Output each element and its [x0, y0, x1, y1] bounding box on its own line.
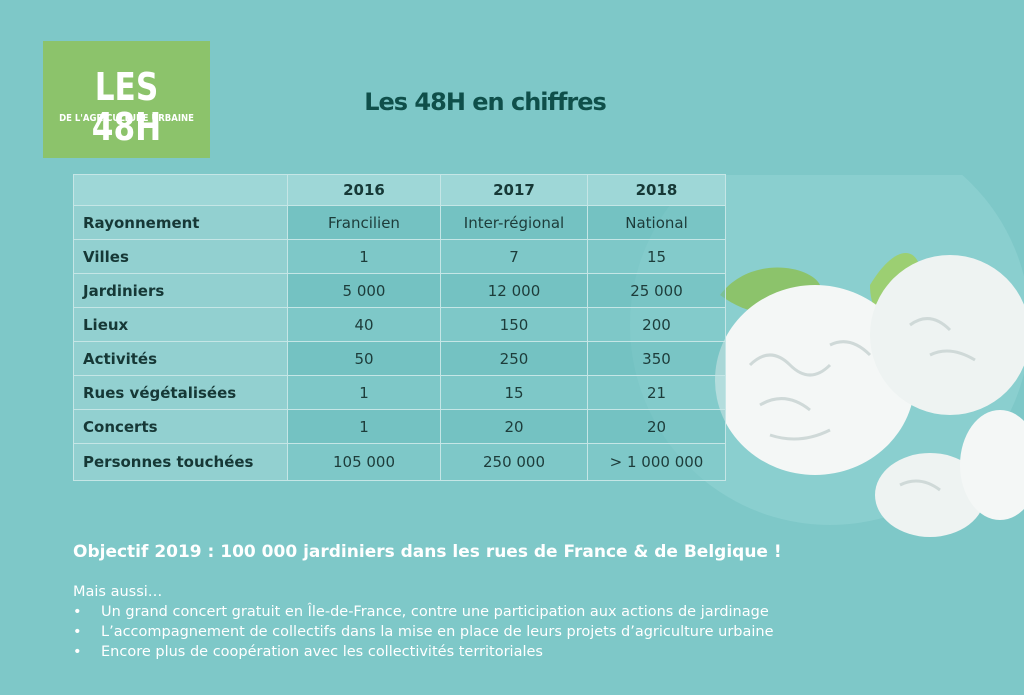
table-cell: 250	[440, 341, 588, 376]
logo: LES 48H DE L'AGRICULTURE URBAINE	[43, 41, 210, 158]
table-cell: 25 000	[587, 273, 726, 308]
row-label: Lieux	[73, 307, 288, 342]
table-cell: 350	[587, 341, 726, 376]
list-item-text: Un grand concert gratuit en Île-de-Franc…	[101, 604, 769, 620]
row-label: Personnes touchées	[73, 443, 288, 481]
bullet-list: • Un grand concert gratuit en Île-de-Fra…	[73, 602, 774, 662]
table-cell: 20	[587, 409, 726, 444]
table-row: Lieux 40 150 200	[73, 307, 726, 342]
table-cell: 20	[440, 409, 588, 444]
table-header-row: 2016 2017 2018	[73, 174, 726, 206]
table-row: Activités 50 250 350	[73, 341, 726, 376]
table-cell: Inter-régional	[440, 205, 588, 240]
table-row: Jardiniers 5 000 12 000 25 000	[73, 273, 726, 308]
list-item: • Un grand concert gratuit en Île-de-Fra…	[73, 602, 774, 622]
list-item-text: L’accompagnement de collectifs dans la m…	[101, 624, 774, 640]
table-cell: Francilien	[287, 205, 441, 240]
table-row: Rayonnement Francilien Inter-régional Na…	[73, 205, 726, 240]
row-label: Villes	[73, 239, 288, 274]
table-row: Villes 1 7 15	[73, 239, 726, 274]
table-cell: 1	[287, 375, 441, 410]
table-cell: 250 000	[440, 443, 588, 481]
table-header-cell	[73, 174, 288, 206]
table-cell: 7	[440, 239, 588, 274]
table-header-cell: 2018	[587, 174, 726, 206]
table-cell: 200	[587, 307, 726, 342]
cauliflower-illustration	[630, 175, 1024, 537]
bullet-icon: •	[73, 604, 82, 620]
table-cell: 40	[287, 307, 441, 342]
row-label: Jardiniers	[73, 273, 288, 308]
row-label: Rayonnement	[73, 205, 288, 240]
also-intro: Mais aussi…	[73, 584, 163, 600]
table-cell: > 1 000 000	[587, 443, 726, 481]
table-cell: 105 000	[287, 443, 441, 481]
logo-sub-text: DE L'AGRICULTURE URBAINE	[59, 113, 194, 124]
table-row: Rues végétalisées 1 15 21	[73, 375, 726, 410]
objective-text: Objectif 2019 : 100 000 jardiniers dans …	[73, 542, 782, 562]
table-header-cell: 2016	[287, 174, 441, 206]
table-cell: 15	[587, 239, 726, 274]
table-cell: 5 000	[287, 273, 441, 308]
bullet-icon: •	[73, 624, 82, 640]
table-cell: 150	[440, 307, 588, 342]
list-item: • L’accompagnement de collectifs dans la…	[73, 622, 774, 642]
table-cell: 1	[287, 409, 441, 444]
table-cell: 21	[587, 375, 726, 410]
table-cell: 50	[287, 341, 441, 376]
list-item: • Encore plus de coopération avec les co…	[73, 642, 774, 662]
logo-main-text: LES 48H	[91, 65, 162, 149]
row-label: Activités	[73, 341, 288, 376]
table-row: Personnes touchées 105 000 250 000 > 1 0…	[73, 443, 726, 481]
table-cell: 1	[287, 239, 441, 274]
table-cell: 15	[440, 375, 588, 410]
stats-table: 2016 2017 2018 Rayonnement Francilien In…	[73, 174, 726, 481]
list-item-text: Encore plus de coopération avec les coll…	[101, 644, 543, 660]
page-title: Les 48H en chiffres	[364, 88, 607, 116]
table-cell: 12 000	[440, 273, 588, 308]
table-header-cell: 2017	[440, 174, 588, 206]
table-row: Concerts 1 20 20	[73, 409, 726, 444]
bullet-icon: •	[73, 644, 82, 660]
table-cell: National	[587, 205, 726, 240]
row-label: Rues végétalisées	[73, 375, 288, 410]
row-label: Concerts	[73, 409, 288, 444]
